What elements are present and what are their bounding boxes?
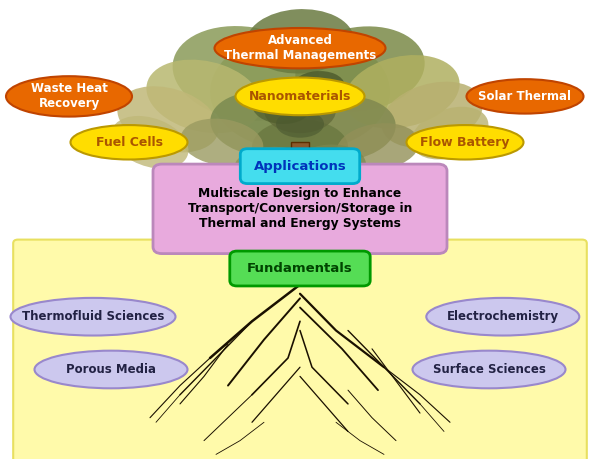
Ellipse shape: [246, 9, 354, 73]
Ellipse shape: [112, 116, 188, 168]
Text: Nanomaterials: Nanomaterials: [249, 90, 351, 103]
Ellipse shape: [344, 55, 460, 129]
Ellipse shape: [146, 60, 262, 133]
Ellipse shape: [382, 82, 482, 148]
Ellipse shape: [295, 26, 425, 112]
Ellipse shape: [426, 298, 580, 336]
Text: Porous Media: Porous Media: [66, 363, 156, 376]
Text: Thermofluid Sciences: Thermofluid Sciences: [22, 310, 164, 323]
Ellipse shape: [118, 86, 218, 152]
Text: Solar Thermal: Solar Thermal: [479, 90, 571, 103]
Text: Waste Heat
Recovery: Waste Heat Recovery: [31, 82, 107, 111]
Text: Fundamentals: Fundamentals: [247, 262, 353, 275]
Text: Electrochemistry: Electrochemistry: [447, 310, 559, 323]
Text: Fuel Cells: Fuel Cells: [95, 136, 163, 149]
Ellipse shape: [412, 107, 488, 159]
Ellipse shape: [71, 125, 187, 159]
Ellipse shape: [252, 87, 312, 124]
FancyBboxPatch shape: [13, 240, 587, 459]
Ellipse shape: [276, 110, 324, 138]
Text: Advanced
Thermal Managements: Advanced Thermal Managements: [224, 34, 376, 62]
Text: Surface Sciences: Surface Sciences: [433, 363, 545, 376]
FancyBboxPatch shape: [153, 164, 447, 253]
Ellipse shape: [210, 32, 390, 151]
Ellipse shape: [173, 26, 319, 121]
FancyBboxPatch shape: [240, 149, 359, 184]
FancyBboxPatch shape: [291, 142, 309, 174]
Ellipse shape: [337, 123, 419, 171]
Ellipse shape: [294, 145, 366, 186]
Ellipse shape: [289, 96, 395, 161]
Text: Multiscale Design to Enhance
Transport/Conversion/Storage in
Thermal and Energy : Multiscale Design to Enhance Transport/C…: [188, 187, 412, 230]
Ellipse shape: [6, 76, 132, 117]
Ellipse shape: [234, 147, 318, 193]
Ellipse shape: [407, 125, 523, 159]
Ellipse shape: [467, 79, 583, 113]
Ellipse shape: [211, 91, 317, 157]
Text: Flow Battery: Flow Battery: [420, 136, 510, 149]
Ellipse shape: [35, 351, 187, 388]
Text: Applications: Applications: [254, 160, 346, 173]
Ellipse shape: [264, 87, 336, 133]
Ellipse shape: [252, 119, 348, 174]
Ellipse shape: [181, 118, 263, 166]
Ellipse shape: [215, 28, 386, 68]
Ellipse shape: [235, 78, 365, 115]
Ellipse shape: [291, 71, 345, 103]
Ellipse shape: [11, 298, 176, 336]
Ellipse shape: [413, 351, 566, 388]
FancyBboxPatch shape: [230, 251, 370, 286]
